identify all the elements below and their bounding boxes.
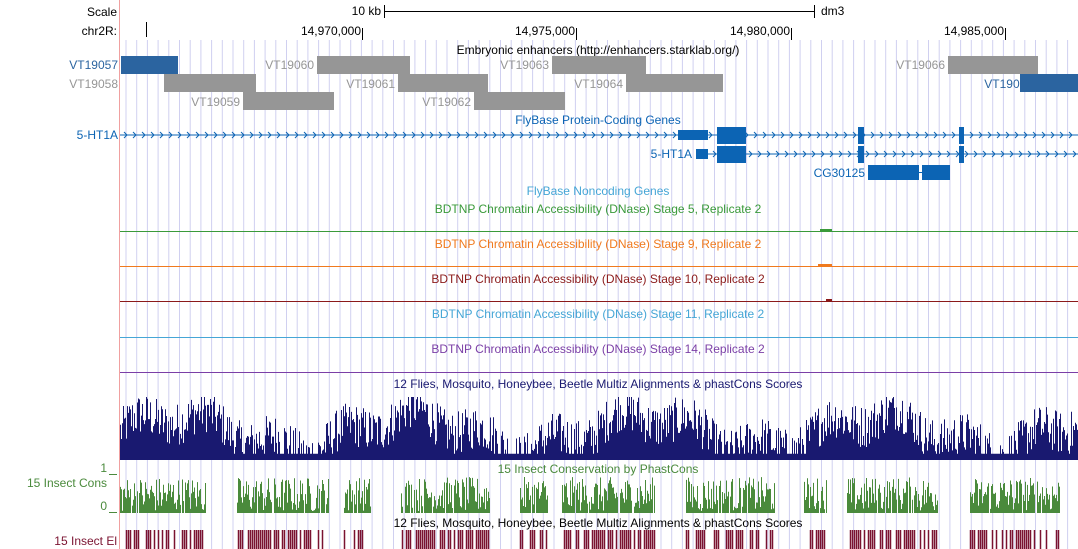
enhancer-vt19062[interactable] [474, 92, 565, 110]
dnase-stage9-signal[interactable] [120, 266, 1078, 267]
enhancer-label-vt19057[interactable]: VT19057 [69, 58, 118, 72]
enhancer-label-vt19060[interactable]: VT19060 [265, 58, 314, 72]
gene-cg30125-exon[interactable] [922, 165, 950, 180]
scale-label: Scale [86, 5, 117, 19]
chrom-tick [1005, 28, 1006, 40]
chrom-tick-label: 14,975,000 [514, 24, 575, 38]
gene-intron-line-1 [120, 131, 1078, 139]
gene-5ht1a-isoform-exon[interactable] [696, 149, 708, 159]
enhancers-track-title: Embryonic enhancers (http://enhancers.st… [456, 43, 740, 57]
phastcons-axis-min-tick [109, 512, 117, 513]
gene-5ht1a-exon[interactable] [717, 127, 746, 144]
dnase-stage5-signal[interactable] [120, 231, 1078, 232]
chrom-tick [791, 28, 792, 40]
phastcons-axis-max: 1 [100, 461, 107, 475]
gene-5ht1a-exon[interactable] [959, 127, 964, 144]
phastcons-side-label[interactable]: 15 Insect Cons [26, 476, 107, 490]
enhancer-vt19058[interactable] [164, 74, 256, 92]
gene-5ht1a-isoform-exon[interactable] [717, 146, 746, 163]
gene-5ht1a-isoform-exon[interactable] [858, 146, 864, 163]
phastcons-plot[interactable] [120, 476, 1078, 513]
dnase-stage14-signal[interactable] [120, 372, 1078, 373]
chrom-tick-label: 14,970,000 [300, 24, 361, 38]
multiz-conservation-plot[interactable] [120, 395, 1078, 460]
enhancer-vt19059[interactable] [243, 92, 334, 110]
phastcons-track-title: 15 Insect Conservation by PhastCons [497, 462, 699, 476]
dnase-stage10-title: BDTNP Chromatin Accessibility (DNase) St… [431, 272, 765, 286]
dnase-stage5-title: BDTNP Chromatin Accessibility (DNase) St… [434, 202, 762, 216]
dnase-stage5-peak [820, 229, 832, 231]
coding-genes-track-title: FlyBase Protein-Coding Genes [515, 113, 681, 127]
elements-side-label[interactable]: 15 Insect El [54, 534, 117, 548]
enhancer-label-vt19061[interactable]: VT19061 [346, 77, 395, 91]
enhancer-label-vt19066[interactable]: VT19066 [896, 58, 945, 72]
enhancer-label-vt19063[interactable]: VT19063 [500, 58, 549, 72]
dnase-stage11-title: BDTNP Chromatin Accessibility (DNase) St… [431, 307, 765, 321]
dnase-stage10-signal[interactable] [120, 301, 1078, 302]
chrom-label: chr2R: [81, 24, 117, 38]
gene-label-5ht1a[interactable]: 5-HT1A [650, 147, 692, 161]
enhancer-vt19066[interactable] [948, 56, 1038, 74]
enhancer-label-vt19062[interactable]: VT19062 [422, 95, 471, 109]
dnase-stage10-peak [826, 299, 832, 301]
gene-label-cg30125[interactable]: CG30125 [813, 166, 865, 180]
gene-5ht1a-exon[interactable] [678, 130, 708, 140]
enhancer-label-vt19059[interactable]: VT19059 [191, 95, 240, 109]
enhancer-vt19061[interactable] [398, 74, 488, 92]
sidebar-separator [119, 0, 120, 549]
scale-span-label: 10 kb [351, 4, 381, 18]
enhancer-vt19064[interactable] [626, 74, 723, 92]
gene-intron-line-2 [700, 150, 1078, 158]
dnase-stage9-title: BDTNP Chromatin Accessibility (DNase) St… [434, 237, 762, 251]
enhancer-vt19060[interactable] [317, 56, 410, 74]
enhancer-vt19057[interactable] [121, 56, 178, 74]
gene-cg30125-exon[interactable] [868, 165, 919, 180]
chrom-tick [362, 28, 363, 40]
enhancer-label-vt19058[interactable]: VT19058 [69, 77, 118, 91]
scale-bar [384, 11, 815, 12]
enhancer-vt19063[interactable] [552, 56, 646, 74]
gene-5ht1a-isoform-exon[interactable] [959, 146, 964, 163]
dnase-stage9-peak [818, 264, 832, 266]
multiz-track-title: 12 Flies, Mosquito, Honeybee, Beetle Mul… [393, 377, 803, 391]
conserved-elements-track[interactable] [120, 530, 1078, 549]
gene-5ht1a-exon[interactable] [858, 127, 864, 144]
coding-genes-side-label[interactable]: 5-HT1A [76, 128, 118, 142]
chrom-tick-label: 14,985,000 [943, 24, 1004, 38]
assembly-label: dm3 [821, 4, 845, 18]
enhancer-vt19067[interactable] [1020, 74, 1078, 92]
enhancer-label-vt19064[interactable]: VT19064 [574, 77, 623, 91]
chrom-start-tick [146, 22, 147, 37]
chrom-tick-label: 14,980,000 [729, 24, 790, 38]
scale-bar-right-cap [814, 5, 815, 18]
chrom-tick [576, 28, 577, 40]
scale-bar-left-cap [384, 5, 385, 18]
phastcons-axis-max-tick [109, 474, 117, 475]
dnase-stage14-title: BDTNP Chromatin Accessibility (DNase) St… [431, 342, 765, 356]
phastcons-axis-min: 0 [100, 499, 107, 513]
noncoding-genes-track-title: FlyBase Noncoding Genes [526, 184, 670, 198]
elements-track-title: 12 Flies, Mosquito, Honeybee, Beetle Mul… [393, 516, 803, 530]
dnase-stage11-signal[interactable] [120, 337, 1078, 338]
